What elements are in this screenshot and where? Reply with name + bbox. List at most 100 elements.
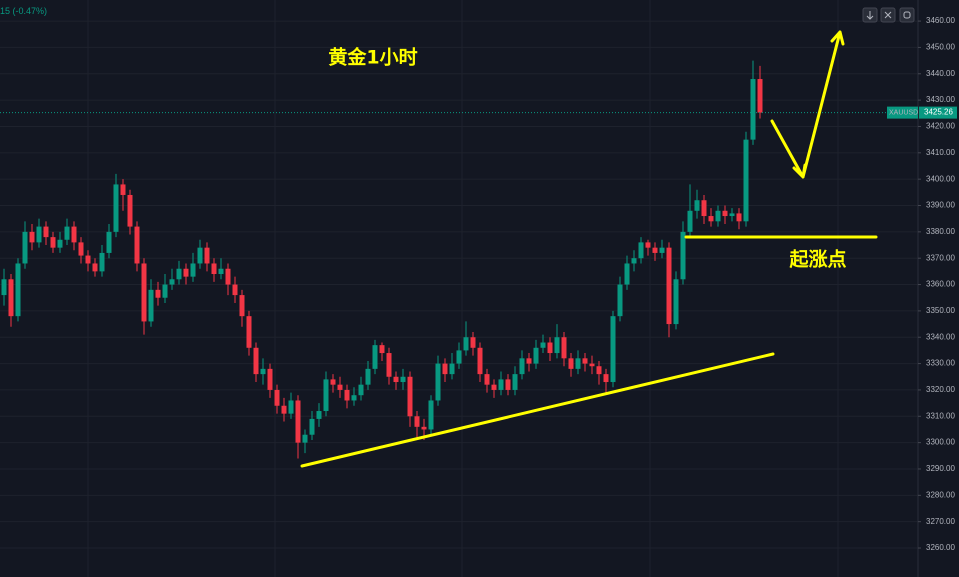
candle-body [260, 368, 266, 375]
toolbar-icons [866, 11, 911, 20]
candle-body [463, 337, 469, 351]
candle-body [428, 400, 434, 430]
candle-body [288, 400, 294, 414]
candle-body [596, 366, 602, 375]
y-tick-label: 3330.00 [926, 359, 955, 368]
y-tick-label: 3340.00 [926, 332, 955, 341]
candle-body [365, 368, 371, 385]
y-tick-label: 3460.00 [926, 16, 955, 25]
candle-body [386, 353, 392, 377]
candle-body [78, 242, 84, 256]
candle-body [645, 242, 651, 248]
candle-body [344, 389, 350, 401]
candle-body [92, 263, 98, 272]
candle-body [274, 389, 280, 406]
price-axis: 3260.00 3270.00 3280.00 3290.00 3300.00 3310.… [0, 16, 957, 552]
candle-body [281, 405, 287, 414]
candle-body [603, 374, 609, 383]
candle-body [50, 237, 56, 248]
candle-body [393, 376, 399, 383]
symbol-label-box [887, 106, 918, 119]
chart-title: 黄金1小时 [328, 46, 417, 69]
candle-body [673, 279, 679, 325]
candle-body [197, 247, 203, 264]
y-tick-label: 3430.00 [926, 95, 955, 104]
candle-body [694, 200, 700, 211]
candle-body [162, 284, 168, 298]
candle-body [218, 268, 224, 275]
candle-body [351, 395, 357, 401]
candle-body [204, 247, 210, 264]
candle-body [652, 247, 658, 253]
candle-body [421, 426, 427, 430]
toolbar [862, 7, 915, 23]
candle-body [71, 226, 77, 243]
vertical-grid [87, 0, 839, 577]
candle-body [631, 258, 637, 264]
down-icon [866, 11, 874, 20]
candle-body [729, 213, 735, 217]
candle-body [687, 210, 693, 232]
candle-body [610, 316, 616, 383]
candle-body [568, 358, 574, 369]
grid [0, 20, 918, 549]
candle-body [169, 279, 175, 285]
annotations [300, 30, 878, 468]
candle-body [484, 374, 490, 385]
candle-body [519, 358, 525, 375]
y-tick-label: 3440.00 [926, 69, 955, 78]
candle-body [498, 379, 504, 390]
candle-body [372, 345, 378, 369]
candle-body [414, 416, 420, 427]
candle-body [561, 337, 567, 359]
header-fragment: 15 (-0.47%) [0, 6, 47, 16]
candle-body [638, 242, 644, 259]
candle-body [295, 400, 301, 443]
candle-body [246, 316, 252, 348]
candle-body [1, 279, 7, 296]
candle-body [29, 231, 35, 243]
candle-body [624, 263, 630, 285]
candle-body [554, 337, 560, 354]
refresh-button[interactable] [899, 7, 915, 23]
candle-body [57, 239, 63, 248]
y-tick-label: 3420.00 [926, 122, 955, 131]
candle-body [176, 268, 182, 280]
y-tick-label: 3390.00 [926, 201, 955, 210]
candle-body [22, 231, 28, 264]
y-tick-label: 3360.00 [926, 280, 955, 289]
candle-body [190, 263, 196, 277]
y-tick-label: 3370.00 [926, 253, 955, 262]
y-tick-label: 3260.00 [926, 543, 955, 552]
candle-body [547, 342, 553, 354]
candle-body [750, 79, 756, 140]
candle-body [253, 347, 259, 375]
candle-body [120, 184, 126, 195]
candle-body [708, 216, 714, 222]
candle-body [330, 379, 336, 385]
candle-body [680, 231, 686, 280]
refresh-icon [903, 11, 911, 19]
y-tick-label: 3350.00 [926, 306, 955, 315]
close-icon [884, 11, 892, 19]
candle-body [526, 358, 532, 364]
candle-body [183, 268, 189, 277]
candle-body [533, 347, 539, 364]
y-tick-label: 3380.00 [926, 227, 955, 236]
candle-body [15, 263, 21, 317]
candle-body [64, 226, 70, 240]
candle-body [337, 384, 343, 390]
y-tick-label: 3450.00 [926, 43, 955, 52]
candle-body [736, 213, 742, 222]
candle-body [617, 284, 623, 317]
y-tick-label: 3280.00 [926, 490, 955, 499]
candle-body [211, 263, 217, 275]
candle-body [106, 231, 112, 253]
candle-body [449, 363, 455, 375]
candle-body [442, 363, 448, 375]
candle-body [267, 368, 273, 390]
y-tick-label: 3310.00 [926, 411, 955, 420]
